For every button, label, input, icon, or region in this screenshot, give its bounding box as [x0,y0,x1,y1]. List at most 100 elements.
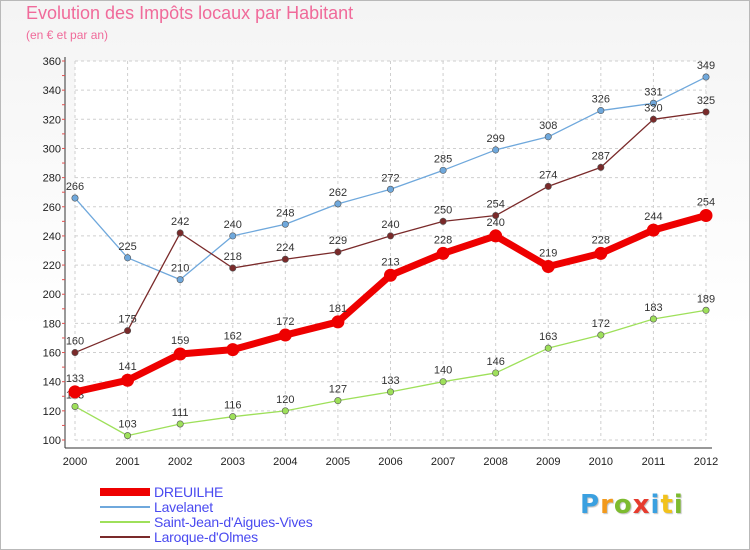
data-label-lavelanet: 272 [381,172,399,184]
data-point-lavelanet [71,194,79,202]
data-point-laroque-d-olmes [281,255,289,263]
y-tick-label: 220 [43,260,61,272]
x-tick-label: 2003 [221,456,245,468]
x-tick-label: 2009 [536,456,560,468]
data-point-dreuilhe [68,385,82,399]
data-point-laroque-d-olmes [544,182,552,190]
data-point-lavelanet [439,166,447,174]
chart-title: Evolution des Impôts locaux par Habitant [26,3,354,23]
data-point-saint-jean-d-aigues-vives [281,407,289,415]
data-label-lavelanet: 326 [592,94,610,106]
data-label-lavelanet: 308 [539,120,557,132]
y-tick-label: 280 [43,173,61,185]
x-tick-label: 2002 [168,456,192,468]
data-label-saint-jean-d-aigues-vives: 183 [644,302,662,314]
data-label-dreuilhe: 254 [697,197,715,209]
data-point-laroque-d-olmes [229,264,237,272]
data-point-saint-jean-d-aigues-vives [386,388,394,396]
data-point-laroque-d-olmes [124,327,132,335]
y-tick-label: 300 [43,143,61,155]
data-label-saint-jean-d-aigues-vives: 103 [118,419,136,431]
data-point-lavelanet [124,254,132,262]
data-label-saint-jean-d-aigues-vives: 111 [172,407,189,419]
y-tick-label: 320 [43,114,61,126]
legend-label: DREUILHE [154,484,224,500]
data-label-lavelanet: 262 [329,187,347,199]
x-tick-label: 2000 [63,456,87,468]
data-point-saint-jean-d-aigues-vives [229,413,237,421]
data-label-dreuilhe: 244 [644,211,662,223]
legend-swatch [100,506,150,508]
x-tick-label: 2012 [694,456,718,468]
data-point-saint-jean-d-aigues-vives [71,402,79,410]
proxiti-logo: Proxiti [580,490,684,520]
legend-label: Saint-Jean-d'Aigues-Vives [154,514,313,530]
data-point-laroque-d-olmes [702,108,710,116]
data-point-laroque-d-olmes [334,248,342,256]
data-point-dreuilhe [384,268,397,282]
data-label-laroque-d-olmes: 287 [592,150,610,162]
x-tick-label: 2006 [378,456,402,468]
data-point-dreuilhe [436,246,450,260]
data-point-dreuilhe [331,315,345,329]
data-point-saint-jean-d-aigues-vives [492,369,500,377]
data-label-dreuilhe: 162 [224,331,242,343]
data-point-dreuilhe [173,347,187,361]
data-label-lavelanet: 225 [118,241,136,253]
data-label-laroque-d-olmes: 254 [486,199,504,211]
data-label-laroque-d-olmes: 320 [644,102,662,114]
legend-swatch [100,521,150,523]
data-point-laroque-d-olmes [492,212,500,220]
x-tick-label: 2010 [589,456,613,468]
data-label-lavelanet: 240 [224,219,242,231]
y-tick-label: 120 [43,406,61,418]
data-label-dreuilhe: 133 [66,373,84,385]
legend-label: Lavelanet [154,499,213,515]
data-label-dreuilhe: 159 [171,335,189,347]
data-label-laroque-d-olmes: 160 [66,336,84,348]
data-label-lavelanet: 285 [434,153,452,165]
data-point-saint-jean-d-aigues-vives [176,420,184,428]
y-tick-label: 140 [43,377,61,389]
data-point-lavelanet [176,276,184,284]
y-tick-label: 260 [43,202,61,214]
data-label-saint-jean-d-aigues-vives: 120 [276,394,294,406]
data-point-saint-jean-d-aigues-vives [702,306,710,314]
legend-label: Laroque-d'Olmes [154,529,258,545]
data-label-laroque-d-olmes: 229 [329,235,347,247]
data-label-lavelanet: 210 [171,263,189,275]
x-tick-label: 2005 [326,456,350,468]
data-label-dreuilhe: 181 [329,303,347,315]
data-label-laroque-d-olmes: 218 [224,251,242,263]
chart-subtitle: (en € et par an) [26,28,109,42]
data-point-dreuilhe [121,373,135,387]
x-tick-label: 2001 [115,456,139,468]
data-point-lavelanet [649,99,657,107]
data-label-lavelanet: 248 [276,207,294,219]
data-point-laroque-d-olmes [176,229,184,237]
data-label-lavelanet: 331 [644,86,662,98]
data-point-lavelanet [229,232,237,240]
data-point-dreuilhe [594,246,608,260]
data-label-laroque-d-olmes: 250 [434,204,452,216]
y-tick-label: 200 [43,289,61,301]
data-point-saint-jean-d-aigues-vives [124,432,132,440]
data-label-lavelanet: 349 [697,60,715,72]
data-label-laroque-d-olmes: 240 [381,219,399,231]
data-point-lavelanet [334,200,342,208]
y-tick-label: 180 [43,318,61,330]
data-label-saint-jean-d-aigues-vives: 163 [539,331,557,343]
data-point-dreuilhe [699,209,713,223]
data-point-dreuilhe [278,328,292,342]
data-point-dreuilhe [489,229,503,243]
data-point-dreuilhe [646,223,660,237]
data-point-laroque-d-olmes [386,232,394,240]
data-label-saint-jean-d-aigues-vives: 172 [592,318,610,330]
data-label-laroque-d-olmes: 175 [118,314,136,326]
data-point-lavelanet [386,185,394,193]
data-label-lavelanet: 266 [66,181,84,193]
data-label-dreuilhe: 228 [592,234,610,246]
data-label-laroque-d-olmes: 325 [697,95,715,107]
data-label-dreuilhe: 228 [434,234,452,246]
